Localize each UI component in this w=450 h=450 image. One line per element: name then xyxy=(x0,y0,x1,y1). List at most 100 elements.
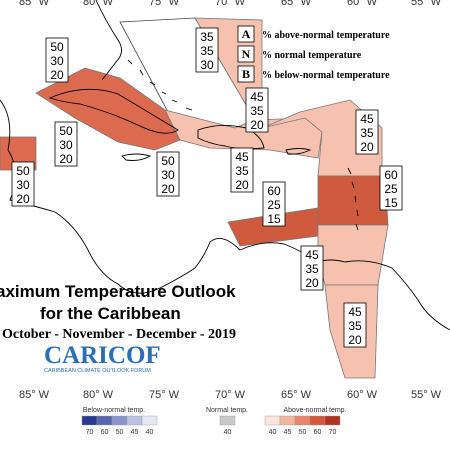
prob-below: 20 xyxy=(348,333,362,347)
colorbar-above-swatch xyxy=(309,415,326,426)
lon-label-60w-bottom: 60° W xyxy=(347,389,378,401)
prob-above: 60 xyxy=(267,184,281,198)
prob-normal: 35 xyxy=(250,104,264,118)
prob-box-eastern-caribbean: 60 25 15 xyxy=(379,165,403,211)
prob-above: 35 xyxy=(200,30,214,44)
colorbar-above-tick: 45 xyxy=(284,429,292,436)
prob-above: 45 xyxy=(235,150,249,164)
prob-box-hispaniola: 45 35 20 xyxy=(230,147,254,193)
colorbar-below-swatch xyxy=(141,415,158,426)
colorbar-below-tick: 60 xyxy=(101,429,109,436)
prob-above: 50 xyxy=(16,164,30,178)
prob-box-cayman: 50 30 20 xyxy=(156,151,180,197)
caricof-logo: CARICOF CARIBBEAN CLIMATE OUTLOOK FORUM xyxy=(44,342,161,374)
prob-below: 15 xyxy=(384,196,398,210)
colorbar-above-swatch xyxy=(324,415,341,426)
longitude-labels: 85° W 80° W 75° W 70° W 65° W 60° W 55° … xyxy=(19,0,442,401)
lon-label-65w-bottom: 65° W xyxy=(281,389,312,401)
colorbar-normal-swatch xyxy=(219,415,236,426)
prob-below: 30 xyxy=(200,58,214,72)
coast-hispaniola xyxy=(197,125,265,150)
prob-below: 20 xyxy=(50,68,64,82)
lon-label-60w: 60° W xyxy=(347,0,378,8)
prob-box-guianas: 45 35 20 xyxy=(343,302,367,348)
legend-key: A xyxy=(242,27,251,41)
lon-label-75w: 75° W xyxy=(149,0,180,8)
colorbar-above-swatches: 40 45 50 60 70 xyxy=(264,415,341,436)
colorbar-below-swatch xyxy=(126,415,143,426)
colorbar-below-tick: 70 xyxy=(86,429,94,436)
prob-above: 45 xyxy=(250,90,264,104)
colorbar-normal-swatch: 40 xyxy=(219,415,236,436)
prob-normal: 30 xyxy=(50,54,64,68)
prob-above: 45 xyxy=(305,248,319,262)
coast-south-america xyxy=(239,242,450,331)
prob-normal: 35 xyxy=(360,126,374,140)
prob-below: 20 xyxy=(360,140,374,154)
prob-below: 20 xyxy=(250,118,264,132)
lon-label-65w: 65° W xyxy=(281,0,312,8)
prob-normal: 30 xyxy=(161,168,175,182)
prob-box-jamaica: 50 30 20 xyxy=(54,121,78,167)
colorbar-below-swatch xyxy=(96,415,113,426)
prob-normal: 35 xyxy=(200,44,214,58)
anb-legend: A % above-normal temperature N % normal … xyxy=(237,25,390,83)
zone-southern-caribbean xyxy=(317,224,389,286)
coast-bahamas xyxy=(127,59,193,111)
coast-florida xyxy=(95,0,122,81)
prob-below: 15 xyxy=(267,212,281,226)
lon-label-80w-bottom: 80° W xyxy=(83,389,114,401)
prob-normal: 35 xyxy=(305,262,319,276)
prob-above: 45 xyxy=(360,112,374,126)
lon-label-75w-bottom: 75° W xyxy=(149,389,180,401)
forecast-zones xyxy=(0,17,389,379)
prob-box-southern-caribbean: 45 35 20 xyxy=(300,245,324,291)
colorbar-normal-label: Normal temp. xyxy=(206,407,248,414)
prob-normal: 30 xyxy=(59,138,73,152)
prob-above: 45 xyxy=(348,305,362,319)
prob-box-bahamas: 35 35 30 xyxy=(195,27,219,73)
prob-above: 50 xyxy=(50,40,64,54)
prob-below: 20 xyxy=(235,178,249,192)
map-title-line1: aximum Temperature Outlook xyxy=(0,282,236,301)
legend-item-above: A % above-normal temperature xyxy=(237,25,390,43)
colorbar-above-tick: 40 xyxy=(269,429,277,436)
colorbar-below-tick: 50 xyxy=(116,429,124,436)
prob-below: 20 xyxy=(305,276,319,290)
lon-label-85w: 85° W xyxy=(19,0,50,8)
prob-normal: 30 xyxy=(16,178,30,192)
colorbar-below-swatch xyxy=(81,415,98,426)
coast-lesser-antilles xyxy=(347,167,359,231)
prob-normal: 35 xyxy=(348,319,362,333)
prob-box-cuba: 50 30 20 xyxy=(45,37,69,83)
zone-eastern-caribbean xyxy=(317,175,389,226)
lon-label-85w-bottom: 85° W xyxy=(19,389,50,401)
lon-label-70w-bottom: 70° W xyxy=(215,389,246,401)
prob-above: 60 xyxy=(384,168,398,182)
prob-box-puerto-rico-sea: 60 25 15 xyxy=(262,181,286,227)
colorbar-below-tick: 40 xyxy=(146,429,154,436)
legend-text: % above-normal temperature xyxy=(262,30,390,41)
legend-text: % normal temperature xyxy=(262,50,362,61)
colorbar-above-label: Above-normal temp. xyxy=(283,407,346,414)
map-title-line2: for the Caribbean xyxy=(40,304,181,323)
colorbar: Below-normal temp. Normal temp. Above-no… xyxy=(81,407,347,436)
coast-puerto-rico xyxy=(285,148,312,155)
colorbar-above-tick: 50 xyxy=(299,429,307,436)
map-period: October - November - December - 2019 xyxy=(2,327,236,342)
colorbar-above-swatch xyxy=(264,415,281,426)
prob-below: 20 xyxy=(59,152,73,166)
colorbar-above-tick: 70 xyxy=(329,429,337,436)
colorbar-normal-tick: 40 xyxy=(224,429,232,436)
probability-boxes: 35 35 30 50 30 20 50 30 20 50 30 20 50 3… xyxy=(11,27,403,348)
colorbar-below-swatches: 70 60 50 45 40 xyxy=(81,415,158,436)
prob-above: 50 xyxy=(59,124,73,138)
colorbar-below-label: Below-normal temp. xyxy=(83,407,145,414)
legend-key: B xyxy=(242,67,250,81)
logo-name: CARICOF xyxy=(44,342,161,369)
colorbar-below-swatch xyxy=(111,415,128,426)
colorbar-above-swatch xyxy=(294,415,311,426)
prob-box-northern-leewards: 45 35 20 xyxy=(355,109,379,155)
legend-item-normal: N % normal temperature xyxy=(237,45,362,63)
